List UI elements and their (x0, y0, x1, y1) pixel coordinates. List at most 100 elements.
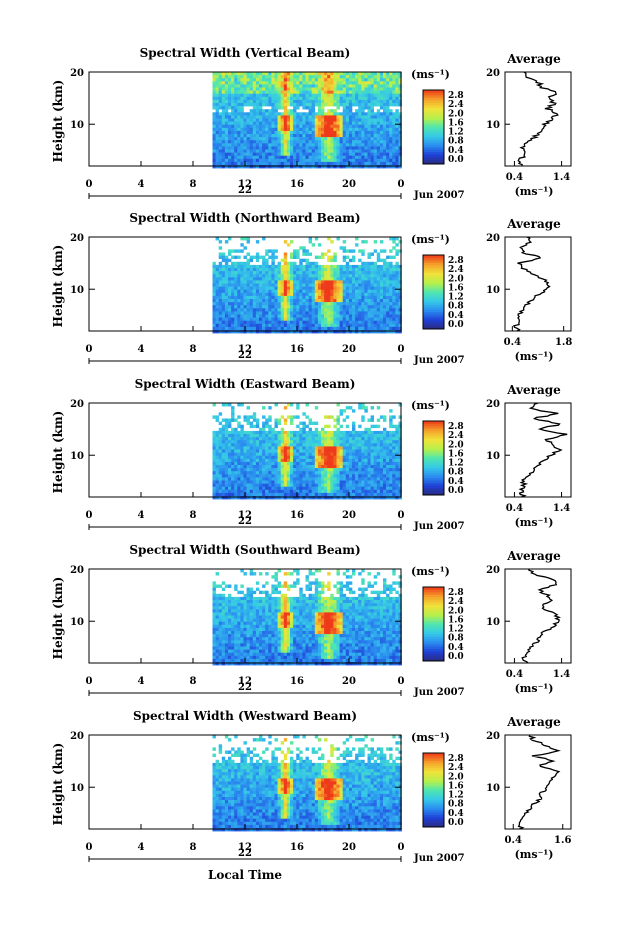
colorbar-segment (423, 127, 444, 130)
heatmap-cell (386, 437, 389, 440)
heatmap-cell (268, 97, 271, 100)
heatmap-cell (262, 84, 265, 87)
heatmap-cell (299, 324, 302, 327)
heatmap-cell (315, 91, 318, 94)
heatmap-cell (299, 150, 302, 153)
heatmap-cell (231, 143, 234, 146)
heatmap-cell (281, 146, 284, 149)
heatmap-cell (244, 287, 247, 290)
heatmap-cell (247, 265, 250, 268)
heatmap-cell (281, 125, 284, 128)
heatmap-cell (349, 456, 352, 459)
heatmap-cell (343, 434, 346, 437)
heatmap-cell (343, 468, 346, 471)
heatmap-cell (368, 446, 371, 449)
heatmap-cell (312, 308, 315, 311)
heatmap-cell (271, 81, 274, 84)
heatmap-cell (284, 103, 287, 106)
heatmap-cell (275, 290, 278, 293)
heatmap-cell (275, 321, 278, 324)
heatmap-cell (337, 140, 340, 143)
heatmap-cell (216, 265, 219, 268)
heatmap-cell (361, 437, 364, 440)
heatmap-cell (225, 462, 228, 465)
heatmap-cell (290, 109, 293, 112)
heatmap-cell (213, 308, 216, 311)
heatmap-cell (368, 443, 371, 446)
heatmap-cell (234, 443, 237, 446)
heatmap-cell (228, 327, 231, 330)
heatmap-cell (281, 437, 284, 440)
heatmap-cell (374, 100, 377, 103)
heatmap-cell (349, 146, 352, 149)
heatmap-cell (299, 274, 302, 277)
heatmap-cell (333, 78, 336, 81)
heatmap-cell (302, 302, 305, 305)
heatmap-cell (309, 315, 312, 318)
heatmap-cell (302, 440, 305, 443)
heatmap-cell (247, 88, 250, 91)
heatmap-cell (268, 471, 271, 474)
heatmap-cell (349, 440, 352, 443)
heatmap-cell (389, 78, 392, 81)
heatmap-cell (290, 465, 293, 468)
heatmap-cell (377, 134, 380, 137)
heatmap-cell (240, 446, 243, 449)
heatmap-cell (327, 128, 330, 131)
heatmap-cell (247, 293, 250, 296)
heatmap-cell (309, 131, 312, 134)
heatmap-cell (228, 431, 231, 434)
heatmap-cell (309, 453, 312, 456)
heatmap-cell (256, 256, 259, 259)
colorbar-segment (423, 95, 444, 98)
heatmap-cell (330, 94, 333, 97)
heatmap-cell (216, 481, 219, 484)
heatmap-cell (371, 318, 374, 321)
heatmap-cell (349, 78, 352, 81)
heatmap-cell (268, 156, 271, 159)
heatmap-cell (256, 119, 259, 122)
heatmap-cell (389, 453, 392, 456)
heatmap-cell (222, 465, 225, 468)
heatmap-cell (222, 259, 225, 262)
heatmap-cell (228, 315, 231, 318)
heatmap-cell (262, 293, 265, 296)
heatmap-cell (321, 162, 324, 165)
heatmap-cell (392, 128, 395, 131)
heatmap-cell (318, 146, 321, 149)
heatmap-cell (306, 327, 309, 330)
heatmap-cell (256, 271, 259, 274)
heatmap-cell (213, 94, 216, 97)
heatmap-cell (256, 481, 259, 484)
heatmap-cell (275, 431, 278, 434)
heatmap-cell (358, 403, 361, 406)
heatmap-cell (330, 274, 333, 277)
heatmap-cell (361, 277, 364, 280)
heatmap-cell (268, 265, 271, 268)
heatmap-cell (213, 474, 216, 477)
heatmap-cell (386, 112, 389, 115)
heatmap-cell (321, 299, 324, 302)
heatmap-cell (222, 268, 225, 271)
heatmap-cell (302, 290, 305, 293)
heatmap-cell (222, 100, 225, 103)
heatmap-cell (284, 280, 287, 283)
heatmap-cell (355, 91, 358, 94)
heatmap-cell (318, 324, 321, 327)
heatmap-cell (337, 265, 340, 268)
heatmap-cell (219, 324, 222, 327)
heatmap-cell (389, 409, 392, 412)
heatmap-cell (231, 109, 234, 112)
heatmap-cell (306, 318, 309, 321)
heatmap-cell (392, 308, 395, 311)
heatmap-cell (296, 305, 299, 308)
heatmap-cell (340, 84, 343, 87)
heatmap-cell (253, 487, 256, 490)
heatmap-cell (389, 450, 392, 453)
heatmap-cell (315, 443, 318, 446)
heatmap-cell (256, 321, 259, 324)
heatmap-cell (333, 122, 336, 125)
heatmap-cell (374, 324, 377, 327)
heatmap-cell (290, 115, 293, 118)
heatmap-cell (219, 456, 222, 459)
